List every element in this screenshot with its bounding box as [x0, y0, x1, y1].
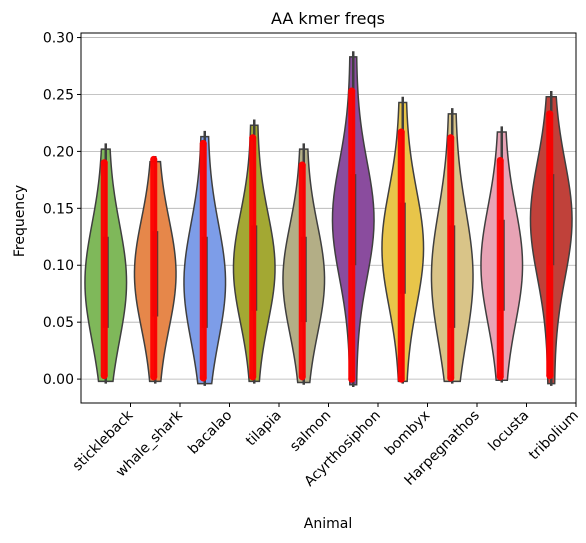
point-min [496, 373, 504, 381]
x-tick-label: bacalao [185, 408, 235, 458]
point-max [546, 110, 554, 118]
point-min [100, 372, 108, 380]
y-tick-label: 0.20 [43, 144, 74, 160]
y-tick-label: 0.05 [43, 315, 74, 331]
x-tick-label: locusta [485, 408, 532, 455]
y-axis: 0.00 0.05 0.10 0.15 0.20 0.25 0.30 [43, 31, 81, 388]
y-tick-label: 0.10 [43, 258, 74, 274]
chart-title: AA kmer freqs [271, 9, 385, 28]
x-tick-label: bombyx [382, 408, 433, 459]
point-min [447, 374, 455, 382]
x-tick-label: tilapia [243, 408, 285, 450]
point-min [249, 373, 257, 381]
point-max [348, 87, 356, 95]
x-tick-label: salmon [287, 408, 334, 455]
points-group [100, 87, 554, 383]
point-max [100, 159, 108, 167]
x-axis-label: Animal [304, 516, 352, 532]
point-min [397, 375, 405, 383]
y-tick-label: 0.00 [43, 372, 74, 388]
point-max [447, 134, 455, 142]
point-max [298, 161, 306, 169]
point-max [397, 128, 405, 136]
y-tick-label: 0.15 [43, 201, 74, 217]
point-min [546, 372, 554, 380]
y-tick-label: 0.25 [43, 87, 74, 103]
point-max [496, 157, 504, 165]
y-axis-label: Frequency [12, 185, 28, 257]
point-min [298, 373, 306, 381]
y-tick-label: 0.30 [43, 31, 74, 47]
point-min [199, 374, 207, 382]
point-max [199, 139, 207, 147]
point-min [348, 375, 356, 383]
point-max [249, 134, 257, 142]
point-min [150, 373, 158, 381]
x-tick-label: tribolium [526, 408, 582, 464]
point-max [150, 155, 158, 163]
